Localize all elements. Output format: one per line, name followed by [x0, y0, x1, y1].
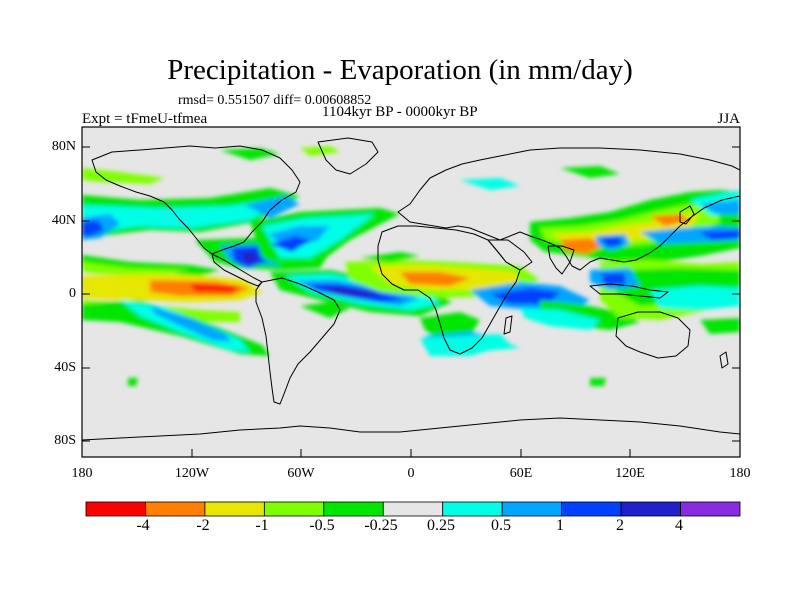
colorbar-box [145, 501, 206, 517]
field-patch [360, 252, 420, 262]
colorbar-box [263, 501, 325, 517]
lat-label-0: 0 [69, 286, 76, 301]
field-patch [520, 308, 600, 330]
field-patch [400, 272, 470, 286]
lon-label-0: 0 [407, 466, 415, 481]
colorbar-box [620, 501, 681, 517]
field-patch [245, 196, 300, 218]
colorbar-label: -1 [255, 517, 269, 534]
coastline-antarctica [82, 417, 740, 441]
colorbar-box [382, 501, 444, 517]
field-patch [82, 196, 290, 234]
lon-label-60w: 60W [287, 466, 315, 481]
lon-label-120e: 120E [615, 466, 645, 481]
anomaly-field [82, 146, 740, 386]
field-patch [440, 340, 520, 352]
lon-label-60e: 60E [509, 466, 533, 481]
field-patch [700, 318, 740, 334]
field-patch [300, 146, 340, 156]
field-patch [650, 286, 740, 310]
field-patch [460, 178, 520, 190]
colorbar-box [680, 501, 741, 517]
field-patch [700, 200, 740, 214]
field-patch [560, 166, 620, 178]
lat-label-80s: 80S [54, 433, 76, 448]
coastlines [82, 137, 740, 441]
coastline-india [547, 245, 575, 275]
colorbar-box [501, 501, 563, 517]
colorbar-box [85, 501, 146, 517]
colorbar-label: 0.25 [427, 517, 455, 534]
experiment-label: Expt = tFmeU-tfmea [82, 111, 208, 127]
field-patch [82, 262, 190, 276]
lon-label-180w: 180 [71, 466, 93, 481]
colorbar-label: -0.25 [364, 517, 398, 534]
lon-label-180e: 180 [729, 466, 751, 481]
colorbar-box [442, 501, 503, 517]
lon-label-120w: 120W [174, 466, 210, 481]
period-label: 1104kyr BP - 0000kyr BP [322, 104, 478, 120]
lat-label-40n: 40N [51, 213, 76, 228]
colorbar-box [561, 501, 622, 517]
coastline-madagascar [503, 315, 513, 335]
colorbar [85, 501, 741, 517]
field-patch [490, 288, 560, 304]
coastline-south-america [255, 277, 341, 405]
coastline-greenland [317, 137, 379, 175]
field-patch [128, 378, 138, 386]
coastline-japan [679, 205, 695, 225]
field-patch [590, 378, 606, 386]
field-patch [82, 220, 104, 236]
map-title: Precipitation - Evaporation (in mm/day) [167, 54, 633, 86]
season-label: JJA [717, 111, 740, 127]
coastline-africa [377, 225, 521, 355]
field-patch [150, 306, 232, 342]
colorbar-label: 4 [675, 517, 683, 534]
field-patch [190, 284, 240, 292]
colorbar-box [323, 501, 384, 517]
field-patch [82, 168, 165, 184]
field-patch [560, 238, 605, 254]
field-patch [600, 273, 626, 285]
coastline-new-zealand [719, 351, 729, 369]
colorbar-label: -4 [136, 517, 150, 534]
coastline-australia [615, 311, 691, 359]
field-patch [320, 287, 378, 298]
lat-label-80n: 80N [51, 139, 76, 154]
colorbar-label: 2 [616, 517, 624, 534]
colorbar-label: 1 [556, 517, 564, 534]
coastline-north-america [91, 145, 301, 255]
lat-ticks [82, 146, 740, 442]
coastline-indonesia [589, 283, 669, 299]
colorbar-label: -0.5 [309, 517, 335, 534]
lon-ticks [81, 449, 741, 457]
coastline-arabia [487, 239, 533, 271]
stats-text: rmsd= 0.551507 diff= 0.00608852 [178, 93, 372, 108]
coastline-eurasia [397, 147, 740, 271]
field-patch [600, 237, 622, 247]
field-patch [240, 252, 258, 264]
field-patch [700, 230, 740, 240]
lat-label-40s: 40S [54, 360, 76, 375]
colorbar-box [204, 501, 265, 517]
colorbar-label: -2 [196, 517, 210, 534]
field-patch [270, 236, 310, 252]
colorbar-label: 0.5 [491, 517, 511, 534]
